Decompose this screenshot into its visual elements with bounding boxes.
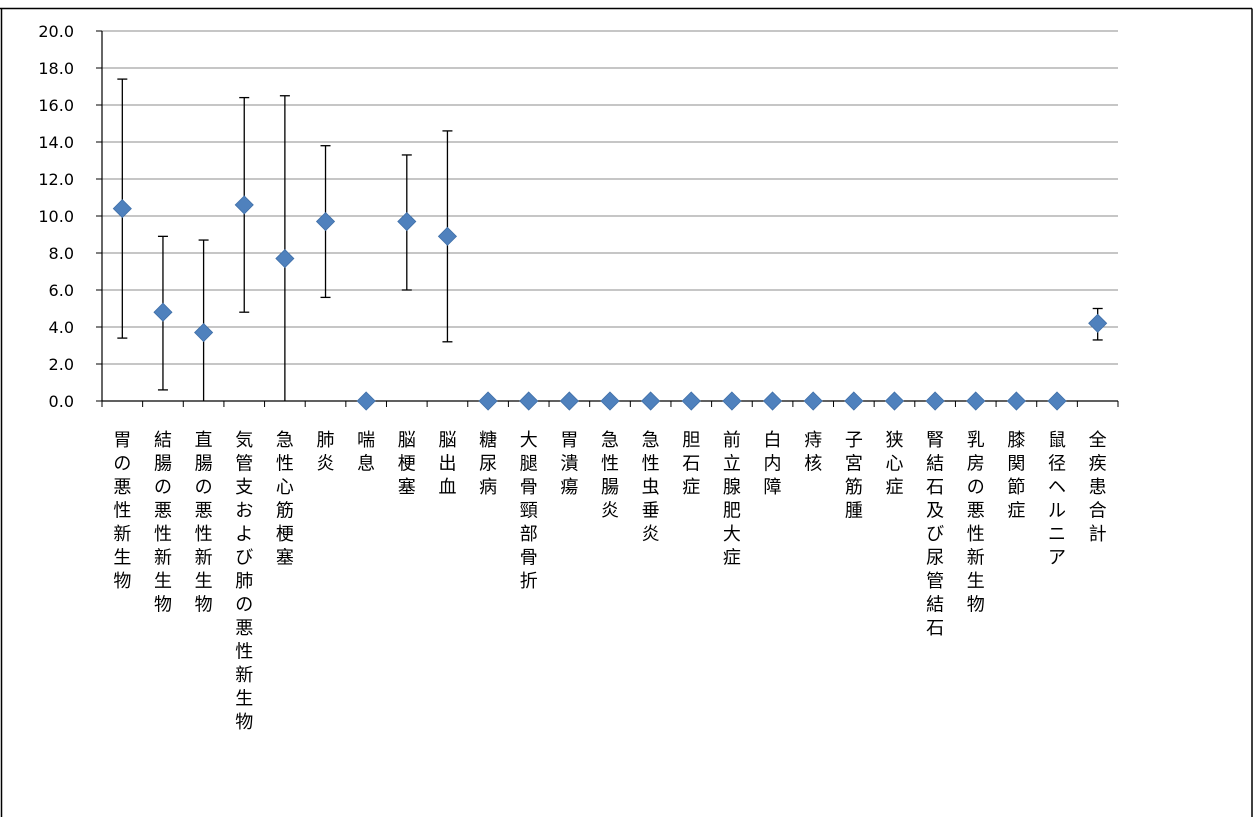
- category-label: 急性腸炎: [601, 430, 619, 522]
- category-label: 膝関節症: [1007, 430, 1025, 522]
- category-label: 結腸の悪性新生物: [154, 430, 172, 616]
- data-point: [559, 391, 579, 411]
- data-point: [1047, 391, 1067, 411]
- y-tick-label: 12.0: [38, 170, 74, 189]
- category-label: 脳出血: [438, 430, 456, 498]
- y-tick-label: 10.0: [38, 207, 74, 226]
- data-point: [112, 199, 132, 219]
- category-label: 全疾患合計: [1089, 430, 1107, 545]
- data-point: [803, 391, 823, 411]
- y-tick-labels: 0.0 2.0 4.0 6.0 8.0 10.0 12.0 14.0 16.0 18.0 20.0: [38, 22, 74, 411]
- y-tick-label: 8.0: [49, 244, 74, 263]
- category-label: 大腿骨頸部骨折: [520, 430, 538, 592]
- category-label: 糖尿病: [479, 430, 497, 498]
- category-label: 直腸の悪性新生物: [195, 430, 213, 616]
- data-point: [966, 391, 986, 411]
- data-point: [234, 195, 254, 215]
- category-label: 喘息: [357, 430, 375, 475]
- chart-border: [0, 7, 1253, 817]
- data-point: [762, 391, 783, 411]
- gridlines: [102, 30, 1118, 365]
- category-labels: 胃の悪性新生物 結腸の悪性新生物 直腸の悪性新生物 気管支および肺の悪性新生物 急性心筋…: [113, 430, 1106, 733]
- y-tick-label: 6.0: [49, 281, 74, 300]
- data-point: [153, 302, 173, 322]
- y-tick-label: 16.0: [38, 96, 74, 115]
- data-point: [1006, 391, 1026, 411]
- category-label: 痔核: [804, 430, 822, 475]
- category-label: 鼠径ヘルニア: [1048, 430, 1066, 569]
- data-point: [1088, 313, 1108, 333]
- data-point: [600, 391, 620, 411]
- category-label: 胃の悪性新生物: [113, 430, 131, 592]
- category-label: 気管支および肺の悪性新生物: [235, 430, 253, 733]
- category-label: 狭心症: [885, 430, 903, 498]
- category-label: 急性心筋梗塞: [276, 430, 294, 569]
- data-point: [356, 391, 376, 411]
- y-tick-label: 14.0: [38, 133, 74, 152]
- data-point: [315, 211, 336, 232]
- category-label: 急性虫垂炎: [642, 430, 660, 545]
- category-label: 腎結石及び尿管結石: [926, 430, 944, 639]
- category-label: 胃潰瘍: [560, 430, 578, 498]
- data-point: [194, 322, 214, 343]
- category-label: 脳梗塞: [398, 430, 416, 498]
- axes: [96, 30, 1119, 407]
- data-point: [641, 391, 661, 411]
- data-point: [478, 391, 498, 411]
- y-tick-label: 18.0: [38, 59, 74, 78]
- data-point: [884, 391, 905, 411]
- data-point: [925, 391, 945, 411]
- data-point: [681, 391, 701, 411]
- data-point: [722, 391, 742, 411]
- category-label: 子宮筋腫: [845, 430, 863, 522]
- category-label: 白内障: [764, 430, 782, 498]
- category-label: 肺炎: [317, 430, 335, 475]
- data-point: [844, 391, 864, 411]
- y-tick-label: 20.0: [38, 22, 74, 41]
- y-tick-label: 4.0: [49, 318, 74, 337]
- category-label: 乳房の悪性新生物: [967, 430, 985, 616]
- y-tick-label: 2.0: [49, 355, 74, 374]
- data-point: [437, 226, 458, 246]
- y-tick-label: 0.0: [49, 392, 74, 411]
- data-point: [397, 211, 417, 232]
- data-point: [275, 248, 295, 269]
- data-point: [519, 391, 539, 411]
- category-label: 前立腺肥大症: [723, 430, 741, 569]
- category-label: 胆石症: [682, 430, 700, 498]
- data-points: [112, 195, 1108, 411]
- error-bars: [117, 78, 1103, 401]
